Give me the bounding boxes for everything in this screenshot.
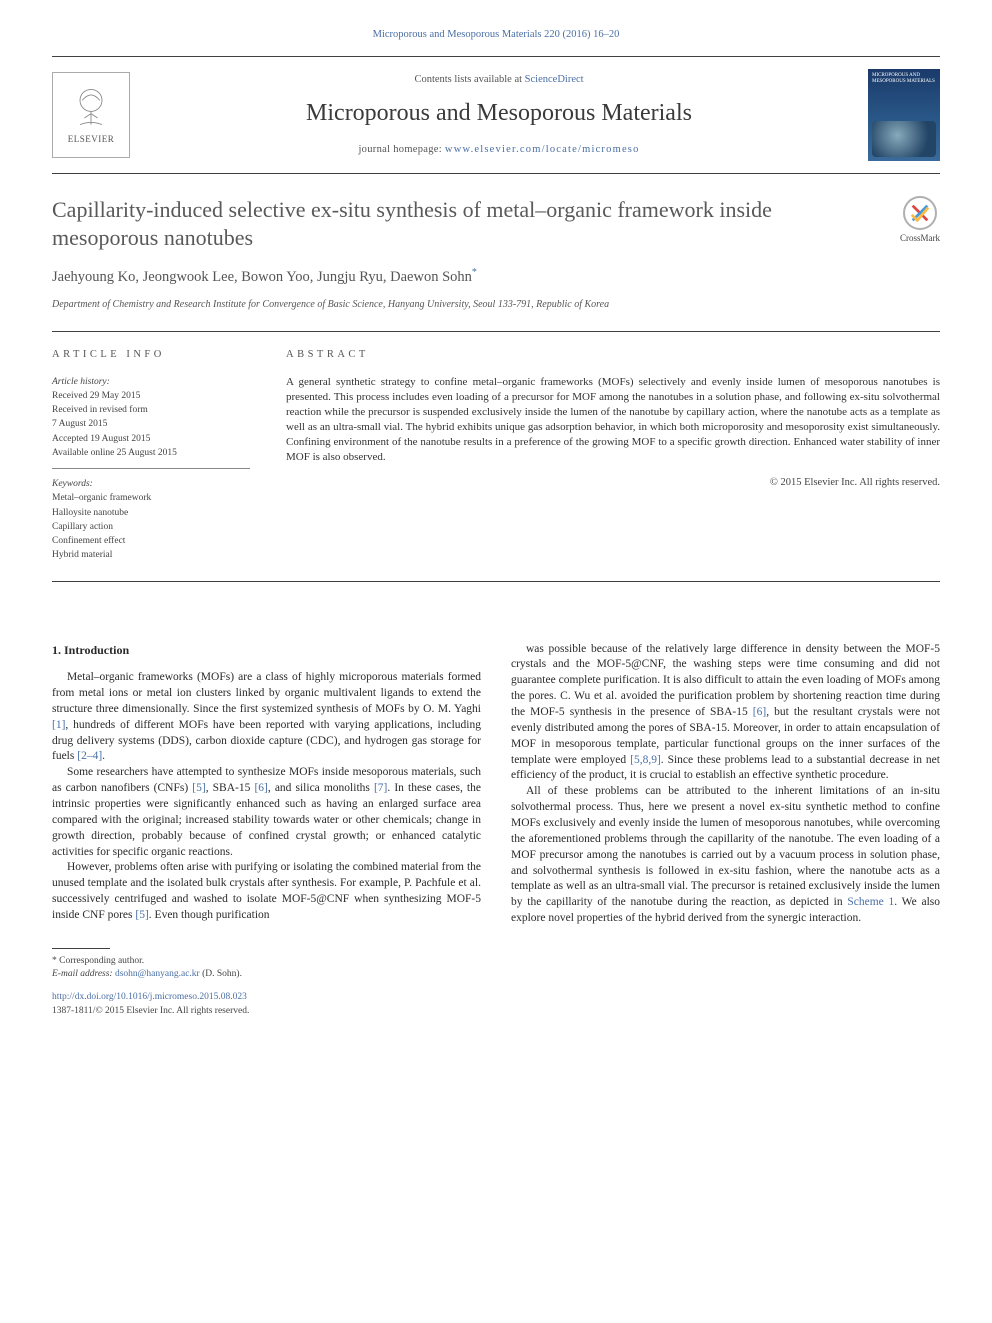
paper-title: Capillarity-induced selective ex-situ sy… (52, 196, 880, 252)
corresponding-author-note: * Corresponding author. (52, 955, 481, 968)
section-heading-introduction: 1. Introduction (52, 642, 481, 659)
journal-name: Microporous and Mesoporous Materials (148, 97, 850, 129)
history-line: Received 29 May 2015 (52, 389, 250, 403)
crossmark-icon (903, 196, 937, 230)
body-left-column: 1. Introduction Metal–organic frameworks… (52, 642, 481, 1018)
abstract-column: ABSTRACT A general synthetic strategy to… (286, 348, 940, 562)
corresponding-marker: * (472, 267, 477, 278)
ref-link[interactable]: [6] (254, 782, 267, 794)
footnotes: * Corresponding author. E-mail address: … (52, 955, 481, 982)
body-paragraph: All of these problems can be attributed … (511, 784, 940, 927)
body-columns: 1. Introduction Metal–organic frameworks… (52, 642, 940, 1018)
title-row: Capillarity-induced selective ex-situ sy… (52, 196, 940, 252)
ref-link[interactable]: [5] (135, 909, 148, 921)
citation-line: Microporous and Mesoporous Materials 220… (52, 28, 940, 42)
doi-link[interactable]: http://dx.doi.org/10.1016/j.micromeso.20… (52, 992, 247, 1002)
body-paragraph: Some researchers have attempted to synth… (52, 765, 481, 860)
corresponding-email-link[interactable]: dsohn@hanyang.ac.kr (115, 969, 200, 979)
crossmark-widget[interactable]: CrossMark (900, 196, 940, 244)
contents-available-line: Contents lists available at ScienceDirec… (148, 73, 850, 87)
body-paragraph: However, problems often arise with purif… (52, 860, 481, 923)
keyword: Confinement effect (52, 534, 250, 548)
history-line: 7 August 2015 (52, 417, 250, 431)
ref-link[interactable]: [2–4] (77, 750, 102, 762)
homepage-prefix: journal homepage: (358, 144, 444, 155)
keyword: Capillary action (52, 520, 250, 534)
email-label: E-mail address: (52, 969, 115, 979)
article-history-block: Article history: Received 29 May 2015 Re… (52, 375, 250, 470)
journal-masthead: ELSEVIER Contents lists available at Sci… (52, 56, 940, 174)
body-paragraph: Metal–organic frameworks (MOFs) are a cl… (52, 670, 481, 765)
article-meta-row: ARTICLE INFO Article history: Received 2… (52, 331, 940, 581)
keywords-block: Keywords: Metal–organic framework Halloy… (52, 477, 250, 563)
ref-link[interactable]: [5,8,9] (630, 754, 661, 766)
history-line: Available online 25 August 2015 (52, 446, 250, 460)
publisher-name: ELSEVIER (68, 133, 115, 145)
journal-homepage-line: journal homepage: www.elsevier.com/locat… (148, 143, 850, 157)
article-info-column: ARTICLE INFO Article history: Received 2… (52, 348, 250, 562)
masthead-center: Contents lists available at ScienceDirec… (148, 73, 850, 158)
authors-line: Jaehyoung Ko, Jeongwook Lee, Bowon Yoo, … (52, 266, 940, 287)
keywords-header: Keywords: (52, 477, 250, 491)
keyword: Halloysite nanotube (52, 506, 250, 520)
journal-homepage-link[interactable]: www.elsevier.com/locate/micromeso (445, 144, 640, 155)
sciencedirect-link[interactable]: ScienceDirect (525, 74, 584, 85)
cover-title: MICROPOROUS AND MESOPOROUS MATERIALS (872, 73, 936, 84)
history-line: Accepted 19 August 2015 (52, 432, 250, 446)
crossmark-label: CrossMark (900, 232, 940, 244)
ref-link[interactable]: [5] (192, 782, 205, 794)
elsevier-tree-icon (69, 85, 113, 129)
cover-graphic (872, 121, 936, 157)
affiliation: Department of Chemistry and Research Ins… (52, 298, 940, 312)
body-right-column: was possible because of the relatively l… (511, 642, 940, 1018)
keyword: Metal–organic framework (52, 491, 250, 505)
contents-prefix: Contents lists available at (414, 74, 524, 85)
article-info-label: ARTICLE INFO (52, 348, 250, 362)
authors-names: Jaehyoung Ko, Jeongwook Lee, Bowon Yoo, … (52, 269, 472, 285)
ref-link[interactable]: [6] (753, 706, 766, 718)
journal-cover-thumbnail: MICROPOROUS AND MESOPOROUS MATERIALS (868, 69, 940, 161)
keyword: Hybrid material (52, 548, 250, 562)
ref-link[interactable]: [1] (52, 719, 65, 731)
abstract-copyright: © 2015 Elsevier Inc. All rights reserved… (286, 476, 940, 490)
issn-copyright-line: 1387-1811/© 2015 Elsevier Inc. All right… (52, 1005, 481, 1018)
body-paragraph: was possible because of the relatively l… (511, 642, 940, 785)
doi-block: http://dx.doi.org/10.1016/j.micromeso.20… (52, 991, 481, 1017)
email-line: E-mail address: dsohn@hanyang.ac.kr (D. … (52, 968, 481, 981)
email-person: (D. Sohn). (200, 969, 242, 979)
history-header: Article history: (52, 375, 250, 389)
scheme-link[interactable]: Scheme 1 (847, 896, 894, 908)
footnote-rule (52, 948, 110, 949)
elsevier-logo: ELSEVIER (52, 72, 130, 158)
history-line: Received in revised form (52, 403, 250, 417)
abstract-label: ABSTRACT (286, 348, 940, 362)
ref-link[interactable]: [7] (374, 782, 387, 794)
abstract-text: A general synthetic strategy to confine … (286, 375, 940, 466)
